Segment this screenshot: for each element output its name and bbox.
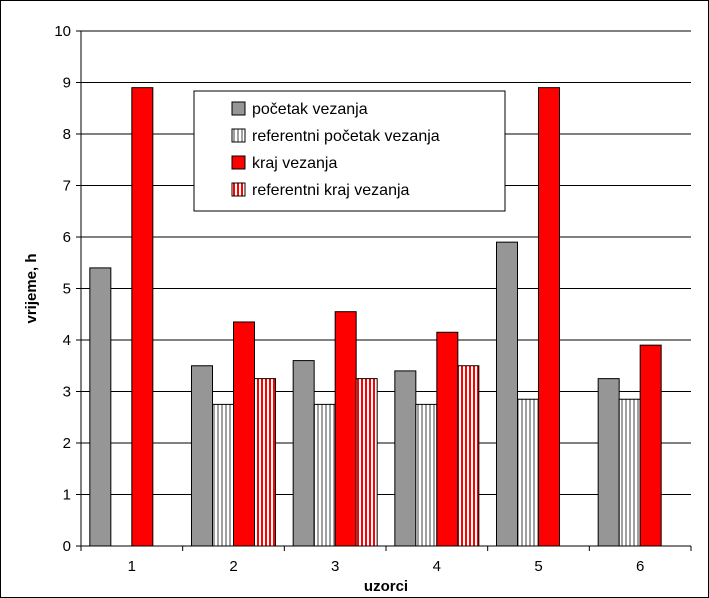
y-tick-label: 7: [63, 178, 71, 195]
y-tick-label: 0: [63, 538, 71, 555]
bars: [89, 87, 662, 547]
y-tick-label: 6: [63, 229, 71, 246]
bar-1-4: [394, 370, 417, 547]
bar-3-1: [131, 87, 154, 547]
bar-3-3: [334, 311, 357, 547]
bar-3-5: [538, 87, 560, 547]
y-tick-label: 1: [63, 487, 71, 504]
bar-4-3: [355, 378, 378, 547]
bar-1-1: [89, 267, 112, 547]
legend-entry-2: referentni početak vezanja: [252, 128, 440, 145]
y-tick-labels: 0 1 2 3 4 5 6 7 8 9 10: [54, 23, 71, 555]
x-tick-label: 2: [229, 558, 237, 575]
x-axis-title: uzorci: [364, 578, 408, 595]
bar-3-6: [639, 344, 662, 547]
bar-3-2: [233, 321, 255, 547]
legend-entry-1: početak vezanja: [252, 101, 368, 118]
bar-4-4: [457, 365, 480, 547]
x-tick-labels: 1 2 3 4 5 6: [80, 546, 692, 575]
legend-swatch-3: [231, 155, 246, 170]
legend-swatch-2: [231, 128, 246, 143]
y-tick-label: 4: [63, 332, 71, 349]
legend-swatch-1: [231, 101, 246, 116]
bar-1-5: [496, 241, 518, 547]
bar-2-4: [415, 403, 438, 547]
bar-1-3: [292, 360, 315, 547]
bar-2-2: [212, 403, 234, 547]
x-tick-label: 5: [534, 558, 542, 575]
legend-entry-3: kraj vezanja: [252, 155, 337, 172]
y-axis-title: vrijeme, h: [23, 253, 40, 323]
bar-1-6: [597, 378, 620, 547]
bar-2-6: [618, 398, 641, 547]
y-tick-label: 2: [63, 435, 71, 452]
legend-box: [193, 90, 506, 212]
y-tick-label: 5: [63, 281, 71, 298]
y-tick-label: 10: [54, 23, 71, 40]
legend-swatch-4: [231, 182, 246, 197]
y-tick-label: 9: [63, 75, 71, 92]
legend-entry-4: referentni kraj vezanja: [252, 182, 410, 199]
bar-1-2: [191, 365, 213, 547]
bar-2-5: [517, 398, 539, 547]
x-tick-label: 4: [433, 558, 441, 575]
x-tick-label: 6: [636, 558, 644, 575]
bar-2-3: [313, 403, 336, 547]
x-tick-label: 1: [128, 558, 136, 575]
bar-3-4: [436, 331, 459, 547]
bar-4-2: [254, 378, 276, 547]
y-tick-label: 3: [63, 384, 71, 401]
x-tick-label: 3: [331, 558, 339, 575]
legend: početak vezanja referentni početak vezanj…: [193, 90, 506, 212]
y-tick-label: 8: [63, 126, 71, 143]
